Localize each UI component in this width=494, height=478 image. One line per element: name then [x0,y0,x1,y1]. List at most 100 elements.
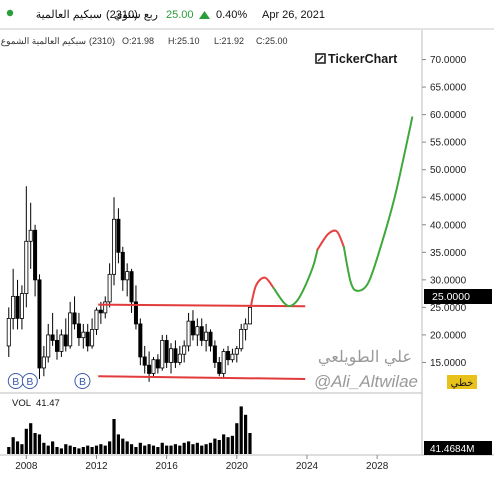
buy-marker-icon[interactable] [21,373,38,389]
candles [6,186,252,382]
volume-bar [169,445,173,454]
candle-body [182,345,187,355]
candle-body [68,312,73,347]
volume-bar [134,447,138,454]
volume-bar [116,434,121,454]
volume-bar [165,445,169,454]
projection-segment[interactable] [272,248,319,308]
volume-value-text: 41.4684M [430,444,474,455]
volume-bar [112,419,116,454]
candle-body [41,356,46,369]
time-axis: 2008 2012 2016 2020 2024 2028 [15,455,389,472]
volume-bar [11,437,15,454]
volume-bar [239,406,243,454]
projection-curve [249,116,414,308]
volume-bar [208,442,213,454]
volume-bar [7,447,11,454]
candle-body [125,271,130,281]
status-dot-icon [6,9,14,17]
buy-marker-icon[interactable] [74,373,91,389]
volume-bar [243,414,248,454]
symbol-name: سبكيم العالمية [36,9,102,21]
resistance-line[interactable] [98,303,306,308]
volume-title: VOL [12,398,31,409]
ytick-label: 65.0000 [430,83,467,94]
candle-body [19,293,24,319]
ytick-label: 15.0000 [430,358,467,369]
candle-body [6,317,11,347]
volume-bar [151,445,156,454]
change-percent: 0.40% [216,9,247,21]
ytick-label: 60.0000 [430,110,467,121]
volume-bar [24,428,28,454]
projection-segment[interactable] [316,229,345,251]
ytick-label: 20.0000 [430,330,467,341]
candle-body [217,362,222,374]
candle-body [28,229,33,242]
candle-body [63,334,68,347]
candle-body [221,351,226,374]
volume-bar [20,444,24,454]
candle-body [160,340,165,369]
candle-body [138,323,143,358]
logo-text: TickerChart [328,52,398,66]
volume-bar [173,444,178,454]
candle-body [226,351,231,361]
watermark-handle: @Ali_Altwilae [314,372,418,391]
candle-body [50,334,55,341]
xtick-label: 2024 [296,461,319,472]
volume-label: 41.4684M [424,441,492,455]
volume-bar [90,447,94,454]
ohlc-open: O:21.98 [122,36,154,46]
ytick-label: 50.0000 [430,165,467,176]
buy-marker-label: B [26,376,33,388]
last-price-label: 25.0000 [424,289,492,304]
volume-bar [29,423,33,454]
xtick-label: 2016 [156,461,179,472]
candle-body [120,251,125,281]
candle-body [59,334,64,352]
projection-segment[interactable] [249,276,275,308]
buy-marker-label: B [79,376,86,388]
candle-body [173,348,178,363]
volume-bar [15,441,20,454]
volume-bar [108,441,112,454]
volume-bar [55,447,59,454]
candle-body [169,348,174,363]
support-line[interactable] [98,375,306,380]
candle-body [81,331,86,339]
candle-body [72,312,77,325]
volume-bar [77,448,81,454]
ytick-label: 35.0000 [430,248,467,259]
line-tool-text: خطي [451,378,474,389]
candle-body [90,329,95,347]
xtick-label: 2008 [15,461,38,472]
header-price: 25.00 [166,9,194,21]
ytick-label: 55.0000 [430,138,467,149]
volume-bar [178,445,182,454]
volume-bar [125,441,129,454]
xtick-label: 2028 [366,461,389,472]
candle-body [234,348,239,355]
candle-body [85,331,90,347]
candle-body [46,334,51,358]
volume-bar [99,444,103,454]
ytick-label: 40.0000 [430,220,467,231]
candle-body [155,359,160,369]
candle-body [116,218,121,253]
volume-bar [46,445,50,454]
projection-segment[interactable] [342,116,414,292]
volume-bar [81,447,85,454]
volume-bar [160,442,164,454]
candle-body [199,326,204,341]
xtick-label: 2020 [226,461,249,472]
volume-bar [222,434,226,454]
volume-bars [7,406,252,454]
volume-bar [51,441,55,454]
candle-body [37,279,42,369]
volume-bar [195,442,199,454]
last-price-text: 25.0000 [432,291,470,303]
ohlc-low: L:21.92 [214,36,244,46]
